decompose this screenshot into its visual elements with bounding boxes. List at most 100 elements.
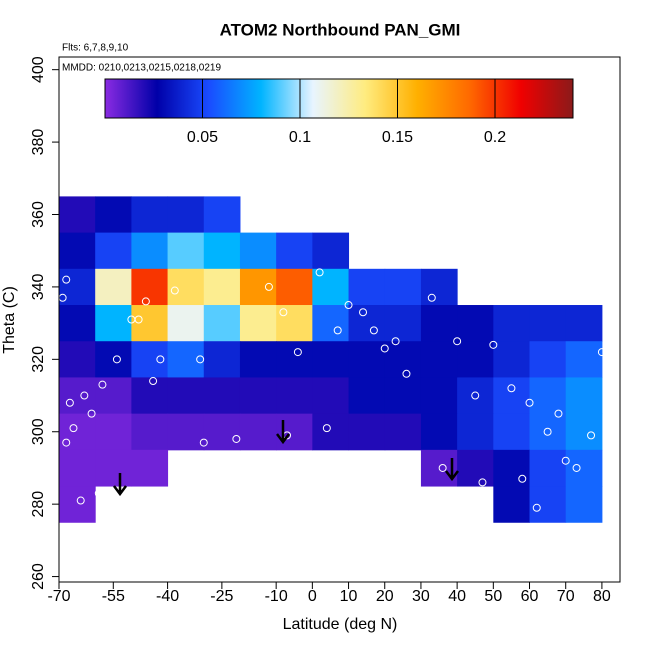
observation-point (409, 456, 418, 465)
cell (203, 413, 241, 451)
observation-point (69, 424, 78, 433)
cell (59, 196, 96, 234)
cell (95, 377, 132, 415)
cell (312, 377, 350, 415)
observation-point (453, 337, 462, 346)
observation-point (149, 377, 158, 386)
plot-frame (58, 56, 621, 583)
y-tick-label: 260 (30, 563, 47, 590)
colorbar (104, 78, 574, 119)
cell (131, 449, 169, 487)
cell (457, 449, 494, 487)
cell (203, 268, 241, 306)
cell (276, 377, 313, 415)
observation-point (80, 391, 89, 400)
y-tick-label: 320 (30, 346, 47, 373)
cell (167, 196, 205, 234)
cell (239, 413, 277, 451)
arrow (276, 420, 290, 445)
field (59, 196, 603, 523)
y-axis-label: Theta (C) (1, 286, 18, 354)
cell (167, 413, 205, 451)
observation-point (322, 424, 331, 433)
colorbar-tick-label: 0.1 (289, 129, 311, 146)
cell (131, 413, 169, 451)
cell (312, 268, 350, 306)
observation-point (199, 438, 208, 447)
observation-point (279, 308, 288, 317)
cell (95, 413, 132, 451)
y-tick-label: 300 (30, 418, 47, 445)
observation-point (561, 456, 570, 465)
observation-point (438, 463, 447, 472)
observation-point (489, 340, 498, 349)
cell (529, 413, 567, 451)
chart-title: ATOM2 Northbound PAN_GMI (220, 20, 461, 39)
observation-point (65, 398, 74, 407)
cell (420, 305, 458, 342)
cell (420, 377, 458, 415)
annotation: MMDD: 0210,0213,0215,0218,0219 (62, 63, 221, 74)
y-tick-label: 280 (30, 491, 47, 518)
cell (59, 268, 96, 306)
cell (565, 341, 603, 378)
cell (95, 305, 132, 342)
x-tick-label: 30 (412, 588, 430, 605)
x-tick-label: 70 (557, 588, 575, 605)
cell (131, 196, 169, 234)
x-axis-label: Latitude (deg N) (283, 616, 398, 633)
x-tick-label: -10 (265, 588, 288, 605)
cell (493, 449, 531, 487)
x-tick-label: 50 (484, 588, 502, 605)
x-tick-label: 60 (521, 588, 539, 605)
cell (384, 305, 422, 342)
cell (384, 413, 422, 451)
observation-point (196, 355, 205, 364)
cell (529, 305, 567, 342)
cell (384, 268, 422, 306)
cell (348, 268, 386, 306)
cell (203, 305, 241, 342)
observation-point (587, 431, 596, 440)
cell (457, 413, 494, 451)
cell (203, 341, 241, 378)
x-tick-label: 80 (593, 588, 611, 605)
cell (312, 413, 350, 451)
cell (565, 486, 603, 523)
cell (420, 268, 458, 306)
x-tick-label: 40 (448, 588, 466, 605)
colorbar-tick-label: 0.2 (484, 129, 506, 146)
cell (276, 305, 313, 342)
cell (312, 232, 350, 270)
observation-point (543, 427, 552, 436)
observation-point (62, 438, 71, 447)
cell (493, 377, 531, 415)
cell (131, 305, 169, 342)
cell (457, 305, 494, 342)
observation-point (87, 409, 96, 418)
y-tick-label: 360 (30, 201, 47, 228)
x-tick-label: 0 (308, 588, 317, 605)
cell (131, 377, 169, 415)
arrow (113, 473, 127, 497)
cell (59, 486, 96, 523)
cell (131, 232, 169, 270)
cell (276, 232, 313, 270)
cell (239, 377, 277, 415)
cell (239, 232, 277, 270)
cell (348, 377, 386, 415)
cell (384, 377, 422, 415)
cell (59, 305, 96, 342)
cell (167, 377, 205, 415)
observation-point (134, 315, 143, 324)
observation-point (380, 344, 389, 353)
cell (95, 449, 132, 487)
observation-point (315, 268, 324, 277)
cell (203, 377, 241, 415)
x-tick-label: 10 (340, 588, 358, 605)
cell (348, 305, 386, 342)
y-tick-label: 380 (30, 129, 47, 156)
cell (348, 413, 386, 451)
cell (59, 377, 96, 415)
observation-point (62, 275, 71, 284)
